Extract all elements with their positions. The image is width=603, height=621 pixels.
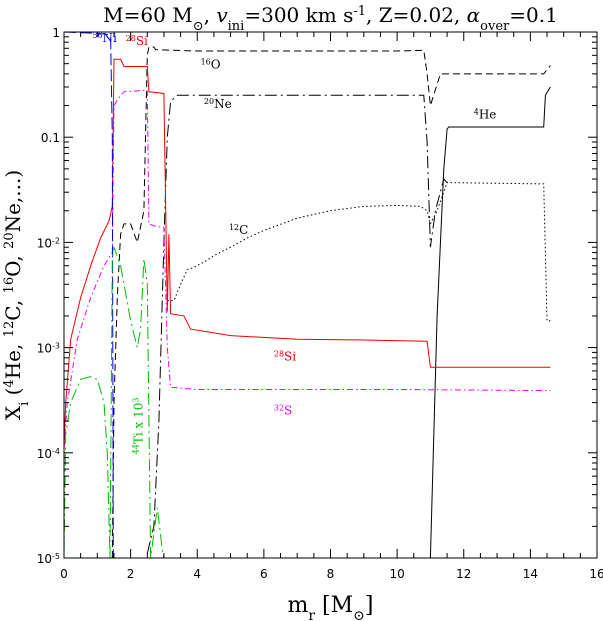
plot-area <box>64 32 551 558</box>
chart-title: M=60 M⊙, vini=300 km s-1, Z=0.02, αover=… <box>103 3 558 34</box>
o16-label: 16O <box>201 57 221 72</box>
axis-ticks <box>63 31 598 559</box>
x-tick-label: 16 <box>589 567 603 581</box>
series-line-si28 <box>64 58 551 449</box>
x-tick-label: 2 <box>127 567 135 581</box>
ti44-label: 44Ti x 103 <box>131 398 146 455</box>
c12-label: 12C <box>229 223 248 238</box>
species-labels: 56Ni 28Si 16O 20Ne 4He 12C 28Si 32S 44Ti x 103 <box>92 31 496 455</box>
y-tick-label: 1 <box>52 26 60 40</box>
si28-label-bottom: 28Si <box>274 349 296 364</box>
tick-labels: 0 2 4 6 8 10 12 14 16 10-5 10-4 10-3 10-2 0.1 1 <box>37 26 603 581</box>
y-tick-label: 10-2 <box>37 236 60 251</box>
he4-label: 4He <box>474 107 497 122</box>
x-tick-label: 10 <box>389 567 404 581</box>
x-tick-label: 8 <box>327 567 335 581</box>
y-tick-label: 10-4 <box>37 446 60 461</box>
x-tick-label: 14 <box>523 567 538 581</box>
series-line-ne20 <box>146 94 448 554</box>
series-line-o16 <box>111 46 551 558</box>
y-tick-label: 10-3 <box>37 341 60 356</box>
si28-label-top: 28Si <box>126 34 148 49</box>
s32-label: 32S <box>274 403 292 418</box>
x-tick-label: 0 <box>60 567 68 581</box>
y-tick-label: 10-5 <box>37 552 60 567</box>
x-axis-title: mr [M⊙] <box>287 593 373 621</box>
ni56-label: 56Ni <box>92 31 117 46</box>
y-axis-title: Xi (4He, 12C, 16O, 20Ne,...) <box>1 170 32 420</box>
x-tick-label: 6 <box>260 567 268 581</box>
y-tick-label: 0.1 <box>41 131 60 145</box>
ne20-label: 20Ne <box>204 96 232 111</box>
series-line-he4 <box>429 86 551 558</box>
x-tick-label: 12 <box>456 567 471 581</box>
series-line-s32 <box>64 89 551 449</box>
x-tick-label: 4 <box>193 567 201 581</box>
series-line-ti44 <box>64 247 165 558</box>
series-line-ni56 <box>64 32 114 558</box>
